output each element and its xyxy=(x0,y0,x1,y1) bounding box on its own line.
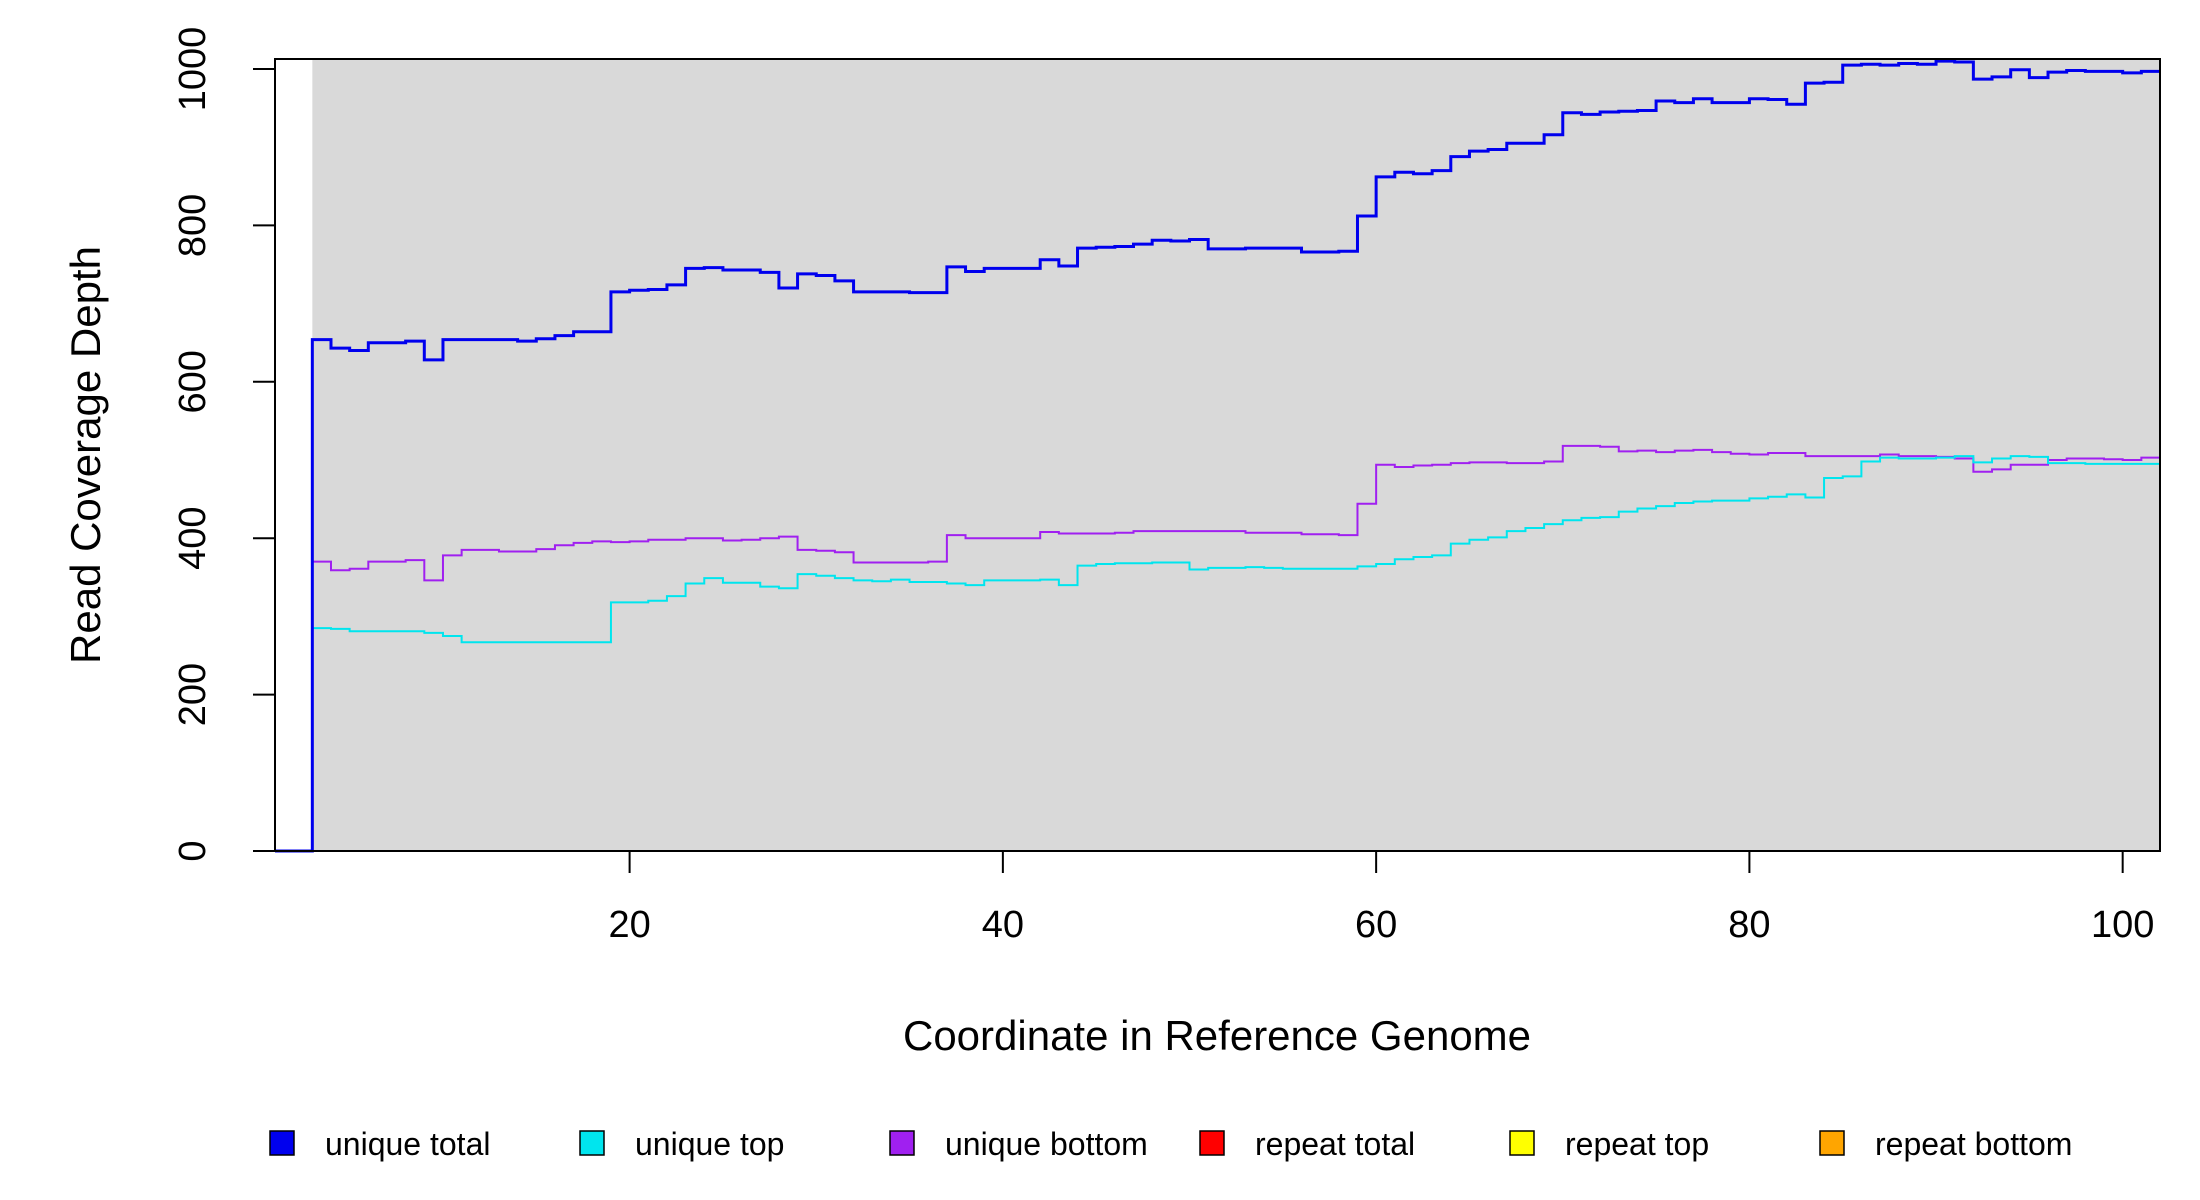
legend: unique total unique top unique bottom repea… xyxy=(269,1126,2072,1162)
x-tick-label: 60 xyxy=(1355,904,1397,946)
legend-item: unique bottom xyxy=(889,1126,1148,1162)
legend-swatch xyxy=(269,1130,295,1156)
y-axis-title: Read Coverage Depth xyxy=(62,246,109,664)
y-tick-label: 200 xyxy=(172,663,214,726)
legend-swatch xyxy=(1819,1130,1845,1156)
coverage-shaded-region xyxy=(312,59,2161,851)
x-tick-label: 20 xyxy=(608,904,650,946)
series-line-unique-top xyxy=(275,455,2160,852)
legend-item: repeat top xyxy=(1509,1126,1709,1162)
x-tick-label: 40 xyxy=(982,904,1024,946)
legend-label: repeat top xyxy=(1565,1126,1709,1162)
x-axis: 20 40 60 80 100 xyxy=(608,850,2154,946)
x-tick-label: 100 xyxy=(2091,904,2154,946)
series-line-unique-bottom xyxy=(275,444,2160,852)
legend-label: unique bottom xyxy=(945,1126,1148,1162)
legend-label: repeat total xyxy=(1255,1126,1415,1162)
legend-label: unique top xyxy=(635,1126,784,1162)
y-tick-label: 0 xyxy=(172,840,214,861)
y-tick-label: 1000 xyxy=(172,27,214,112)
legend-item: repeat bottom xyxy=(1819,1126,2072,1162)
y-tick-label: 800 xyxy=(172,194,214,257)
legend-swatch xyxy=(889,1130,915,1156)
legend-label: repeat bottom xyxy=(1875,1126,2072,1162)
legend-label: unique total xyxy=(325,1126,490,1162)
y-tick-label: 600 xyxy=(172,350,214,413)
y-tick-label: 400 xyxy=(172,506,214,569)
legend-item: repeat total xyxy=(1199,1126,1415,1162)
legend-swatch xyxy=(1199,1130,1225,1156)
legend-item: unique top xyxy=(579,1126,784,1162)
x-axis-title: Coordinate in Reference Genome xyxy=(903,1012,1531,1059)
series-line-unique-total xyxy=(275,59,2160,853)
x-tick-label: 80 xyxy=(1728,904,1770,946)
legend-item: unique total xyxy=(269,1126,490,1162)
y-axis: 0 200 400 600 800 1000 xyxy=(172,27,276,862)
legend-swatch xyxy=(579,1130,605,1156)
legend-swatch xyxy=(1509,1130,1535,1156)
